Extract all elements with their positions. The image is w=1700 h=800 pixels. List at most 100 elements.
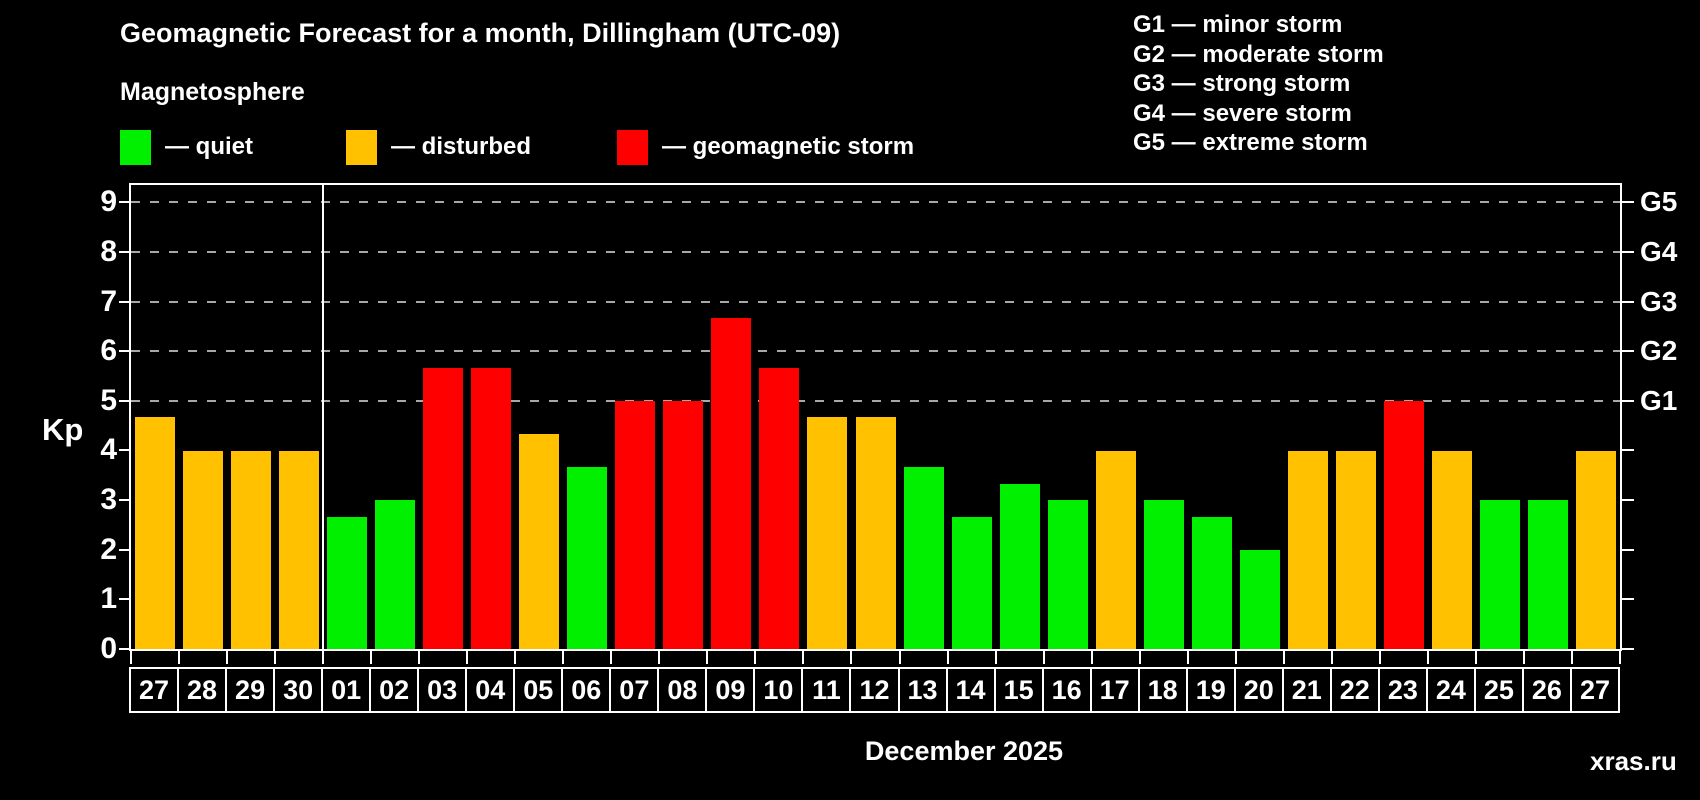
y-tick-label-4: 4 bbox=[100, 433, 117, 467]
y-tick-left-3 bbox=[119, 499, 129, 502]
g-legend-line-g5: G5 — extreme storm bbox=[1133, 129, 1368, 156]
y-tick-right-5 bbox=[1622, 399, 1634, 402]
x-tick-25 bbox=[1330, 651, 1333, 664]
day-label-22-19: 19 bbox=[1185, 667, 1236, 713]
y-tick-left-5 bbox=[119, 399, 129, 402]
right-axis-label-g2: G2 bbox=[1640, 335, 1678, 367]
y-tick-right-6 bbox=[1622, 350, 1634, 353]
g-legend-line-g1: G1 — minor storm bbox=[1133, 11, 1343, 38]
day-label-25-22: 22 bbox=[1329, 667, 1380, 713]
y-tick-label-6: 6 bbox=[100, 334, 117, 368]
plot-area bbox=[129, 183, 1622, 651]
gridline-kp-5 bbox=[131, 399, 1620, 402]
kp-bar-day-20 bbox=[1239, 549, 1280, 649]
disturbed-color-swatch bbox=[346, 129, 377, 165]
kp-bar-day-19 bbox=[1191, 516, 1232, 649]
day-label-20-17: 17 bbox=[1089, 667, 1140, 713]
y-tick-left-1 bbox=[119, 598, 129, 601]
chart-title: Geomagnetic Forecast for a month, Dillin… bbox=[120, 18, 841, 48]
right-axis-label-g1: G1 bbox=[1640, 384, 1678, 416]
x-tick-9 bbox=[562, 651, 565, 664]
kp-bar-day-24 bbox=[1431, 450, 1472, 649]
kp-bar-day-22 bbox=[1335, 450, 1376, 649]
x-tick-18 bbox=[994, 651, 997, 664]
day-label-9-06: 06 bbox=[561, 667, 612, 713]
kp-bar-day-07 bbox=[615, 400, 656, 649]
y-tick-left-9 bbox=[119, 201, 129, 204]
legend-item-storm: — geomagnetic storm bbox=[617, 128, 914, 166]
kp-bar-day-01 bbox=[327, 516, 368, 649]
y-axis-title: Kp bbox=[42, 412, 84, 447]
kp-bar-day-29 bbox=[231, 450, 272, 649]
storm-color-swatch bbox=[617, 129, 648, 165]
legend-label-quiet: — quiet bbox=[165, 133, 253, 160]
x-tick-10 bbox=[610, 651, 613, 664]
kp-bar-day-14 bbox=[951, 516, 992, 649]
kp-bar-day-05 bbox=[519, 434, 560, 649]
day-label-12-09: 09 bbox=[705, 667, 756, 713]
x-tick-1 bbox=[178, 651, 181, 664]
kp-bar-day-26 bbox=[1527, 500, 1568, 649]
x-tick-4 bbox=[322, 651, 325, 664]
day-label-19-16: 16 bbox=[1041, 667, 1092, 713]
kp-bar-day-17 bbox=[1095, 450, 1136, 649]
x-tick-27 bbox=[1426, 651, 1429, 664]
quiet-color-swatch bbox=[120, 129, 151, 165]
x-tick-21 bbox=[1138, 651, 1141, 664]
y-tick-left-6 bbox=[119, 350, 129, 353]
day-label-16-13: 13 bbox=[897, 667, 948, 713]
y-tick-label-3: 3 bbox=[100, 483, 117, 517]
y-tick-label-1: 1 bbox=[100, 582, 117, 616]
x-tick-29 bbox=[1522, 651, 1525, 664]
y-tick-label-8: 8 bbox=[100, 234, 117, 268]
day-label-7-04: 04 bbox=[465, 667, 516, 713]
kp-bar-day-09 bbox=[711, 318, 752, 649]
x-tick-31 bbox=[1619, 651, 1621, 664]
y-tick-right-9 bbox=[1622, 201, 1634, 204]
right-axis-label-g5: G5 bbox=[1640, 186, 1678, 218]
day-label-3-30: 30 bbox=[273, 667, 324, 713]
g-legend-line-g3: G3 — strong storm bbox=[1133, 70, 1351, 97]
y-tick-label-9: 9 bbox=[100, 185, 117, 219]
x-axis-title: December 2025 bbox=[864, 736, 1064, 766]
day-label-23-20: 20 bbox=[1233, 667, 1284, 713]
y-tick-left-7 bbox=[119, 300, 129, 303]
y-tick-right-1 bbox=[1622, 598, 1634, 601]
kp-bar-day-02 bbox=[375, 500, 416, 649]
x-tick-12 bbox=[706, 651, 709, 664]
kp-bar-day-23 bbox=[1383, 400, 1424, 649]
y-tick-left-8 bbox=[119, 250, 129, 253]
kp-bar-day-11 bbox=[807, 417, 848, 649]
y-tick-label-7: 7 bbox=[100, 284, 117, 318]
y-tick-left-4 bbox=[119, 449, 129, 452]
x-tick-7 bbox=[466, 651, 469, 664]
x-tick-16 bbox=[898, 651, 901, 664]
g-legend-line-g2: G2 — moderate storm bbox=[1133, 40, 1384, 68]
x-tick-6 bbox=[418, 651, 421, 664]
legend-label-disturbed: — disturbed bbox=[391, 133, 532, 160]
x-tick-28 bbox=[1474, 651, 1477, 664]
x-tick-26 bbox=[1378, 651, 1381, 664]
day-label-18-15: 15 bbox=[993, 667, 1044, 713]
y-tick-label-2: 2 bbox=[100, 532, 117, 566]
day-label-13-10: 10 bbox=[753, 667, 804, 713]
kp-bar-day-08 bbox=[663, 400, 704, 649]
y-tick-right-3 bbox=[1622, 499, 1634, 502]
x-axis-day-labels: 27 28 29 30 01 02 03 04 05 06 07 08 09 10 11 12 13 14 15 16… bbox=[129, 667, 1622, 713]
day-label-15-12: 12 bbox=[849, 667, 900, 713]
day-label-4-01: 01 bbox=[321, 667, 372, 713]
day-label-30-27: 27 bbox=[1569, 667, 1620, 713]
x-tick-8 bbox=[514, 651, 517, 664]
gridline-kp-8 bbox=[131, 250, 1620, 253]
kp-bar-day-15 bbox=[999, 483, 1040, 649]
kp-bar-day-16 bbox=[1047, 500, 1088, 649]
x-tick-11 bbox=[658, 651, 661, 664]
y-tick-label-5: 5 bbox=[100, 383, 117, 417]
kp-bar-day-27 bbox=[1575, 450, 1616, 649]
kp-bar-day-21 bbox=[1287, 450, 1328, 649]
day-label-8-05: 05 bbox=[513, 667, 564, 713]
right-axis-label-g3: G3 bbox=[1640, 285, 1678, 317]
chart-subtitle: Magnetosphere bbox=[120, 78, 305, 106]
kp-bar-day-30 bbox=[279, 450, 320, 649]
